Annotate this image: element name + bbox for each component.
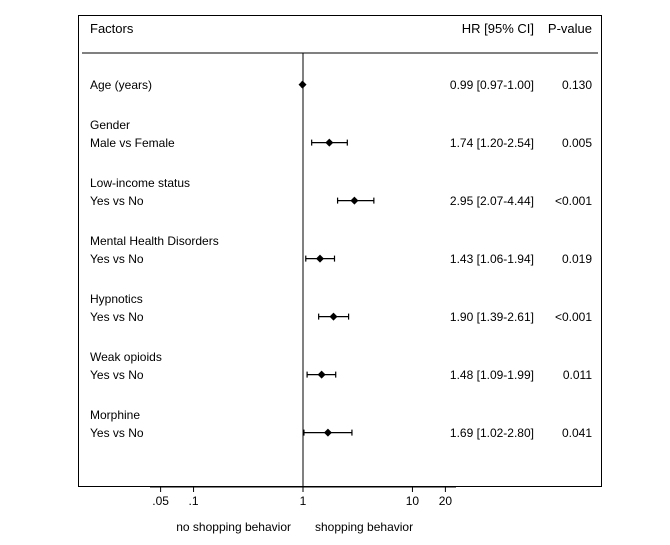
- factor-label: Weak opioids: [90, 350, 162, 364]
- p-value: <0.001: [0, 310, 592, 324]
- p-value: 0.019: [0, 252, 592, 266]
- factor-label: Hypnotics: [90, 292, 143, 306]
- factor-label: Morphine: [90, 408, 140, 422]
- p-value: 0.130: [0, 78, 592, 92]
- axis-tick-label: .05: [152, 494, 169, 508]
- axis-tick-label: 20: [439, 494, 452, 508]
- axis-label-left: no shopping behavior: [0, 520, 291, 534]
- p-value: 0.041: [0, 426, 592, 440]
- factor-label: Low-income status: [90, 176, 190, 190]
- axis-label-right: shopping behavior: [315, 520, 413, 534]
- factor-label: Mental Health Disorders: [90, 234, 219, 248]
- p-value: 0.011: [0, 368, 592, 382]
- col-header-pvalue: P-value: [0, 21, 592, 36]
- axis-tick-label: 10: [406, 494, 419, 508]
- factor-label: Gender: [90, 118, 130, 132]
- axis-tick-label: 1: [300, 494, 307, 508]
- axis-tick-label: .1: [189, 494, 199, 508]
- p-value: 0.005: [0, 136, 592, 150]
- p-value: <0.001: [0, 194, 592, 208]
